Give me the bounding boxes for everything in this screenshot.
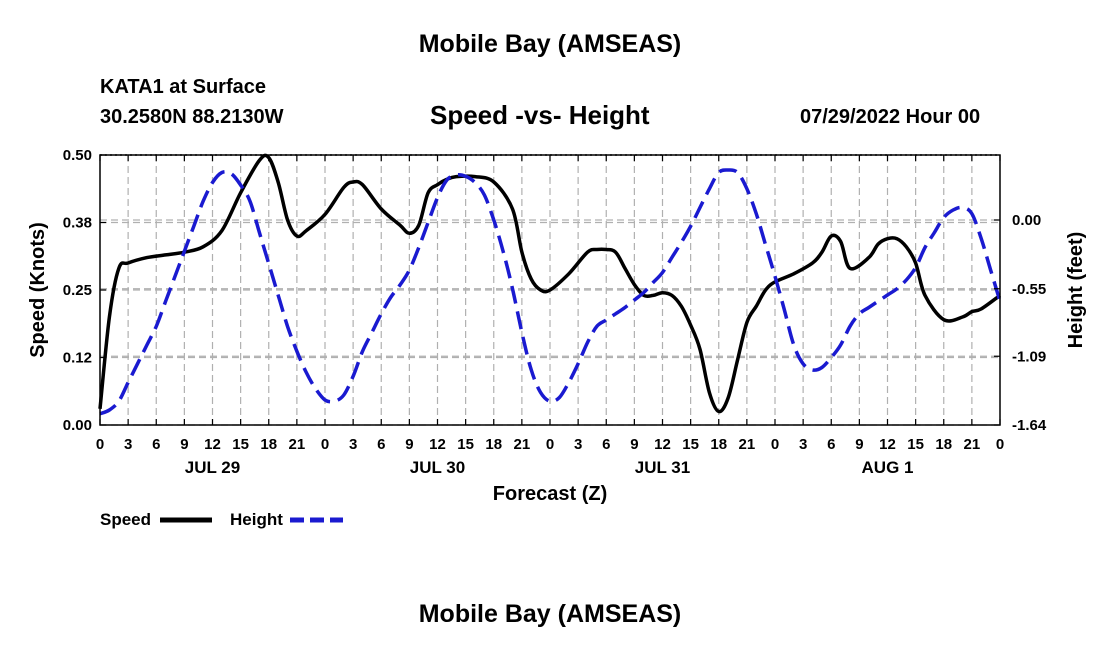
x-tick-label: 3 [124,436,132,453]
y-axis-right-label: Height (feet) [1065,232,1087,349]
x-tick-label: 3 [349,436,357,453]
x-tick-label: 12 [429,436,446,453]
x-tick-label: 12 [204,436,221,453]
y-right-tick-label: 0.00 [1012,212,1041,229]
series-line-height [99,168,1002,416]
bottom-title: Mobile Bay (AMSEAS) [418,600,682,628]
x-tick-label: 0 [771,436,779,453]
legend-label-speed: Speed [100,510,151,529]
legend: Speed Height [100,510,343,529]
y-right-tick-label: -0.55 [1012,281,1046,298]
axes: 0 3 6 9 12 15 18 21 0 3 6 9 12 15 18 21 0 3 6 9 12 15 18 21 0 3 6 9… [63,147,1047,477]
x-tick-label: 3 [799,436,807,453]
y-left-tick-label: 0.12 [63,350,92,367]
y-left-tick-label: 0.25 [63,282,92,299]
y-right-tick-label: -1.64 [1012,417,1047,434]
forecast-datetime: 07/29/2022 Hour 00 [800,106,981,128]
x-tick-label: 6 [602,436,610,453]
x-tick-label: 9 [630,436,638,453]
x-axis-label: Forecast (Z) [493,483,607,505]
x-date-label: AUG 1 [862,458,914,477]
x-tick-label: 0 [321,436,329,453]
x-tick-label: 9 [855,436,863,453]
x-tick-label: 15 [232,436,249,453]
chart-title: Speed -vs- Height [430,100,650,130]
x-tick-label: 18 [260,436,277,453]
x-tick-label: 18 [485,436,502,453]
x-tick-label: 21 [514,436,531,453]
y-right-tick-label: -1.09 [1012,348,1046,365]
x-tick-label: 6 [152,436,160,453]
legend-label-height: Height [230,510,283,529]
x-tick-label: 21 [289,436,306,453]
x-tick-label: 18 [710,436,727,453]
y-left-tick-label: 0.00 [63,417,92,434]
x-tick-label: 15 [457,436,474,453]
x-date-label: JUL 29 [185,458,240,477]
x-tick-label: 12 [879,436,896,453]
top-title: Mobile Bay (AMSEAS) [418,30,682,58]
x-tick-label: 0 [996,436,1004,453]
x-date-label: JUL 30 [410,458,465,477]
grid-lines [100,155,1000,426]
x-tick-label: 15 [682,436,699,453]
x-tick-label: 18 [935,436,952,453]
series-layer [98,153,1002,416]
y-axis-left-label: Speed (Knots) [27,222,49,358]
x-date-label: JUL 31 [635,458,690,477]
x-tick-label: 6 [377,436,385,453]
x-tick-label: 12 [654,436,671,453]
series-line-speed [98,153,1002,414]
station-coordinates: 30.2580N 88.2130W [100,106,284,128]
x-tick-label: 9 [405,436,413,453]
x-tick-label: 21 [964,436,981,453]
x-tick-label: 0 [546,436,554,453]
y-left-tick-label: 0.38 [63,215,92,232]
x-tick-label: 9 [180,436,188,453]
station-name: KATA1 at Surface [100,76,266,98]
x-tick-label: 6 [827,436,835,453]
x-tick-label: 3 [574,436,582,453]
x-tick-label: 15 [907,436,924,453]
x-tick-label: 21 [739,436,756,453]
y-left-tick-label: 0.50 [63,147,92,164]
x-tick-label: 0 [96,436,104,453]
